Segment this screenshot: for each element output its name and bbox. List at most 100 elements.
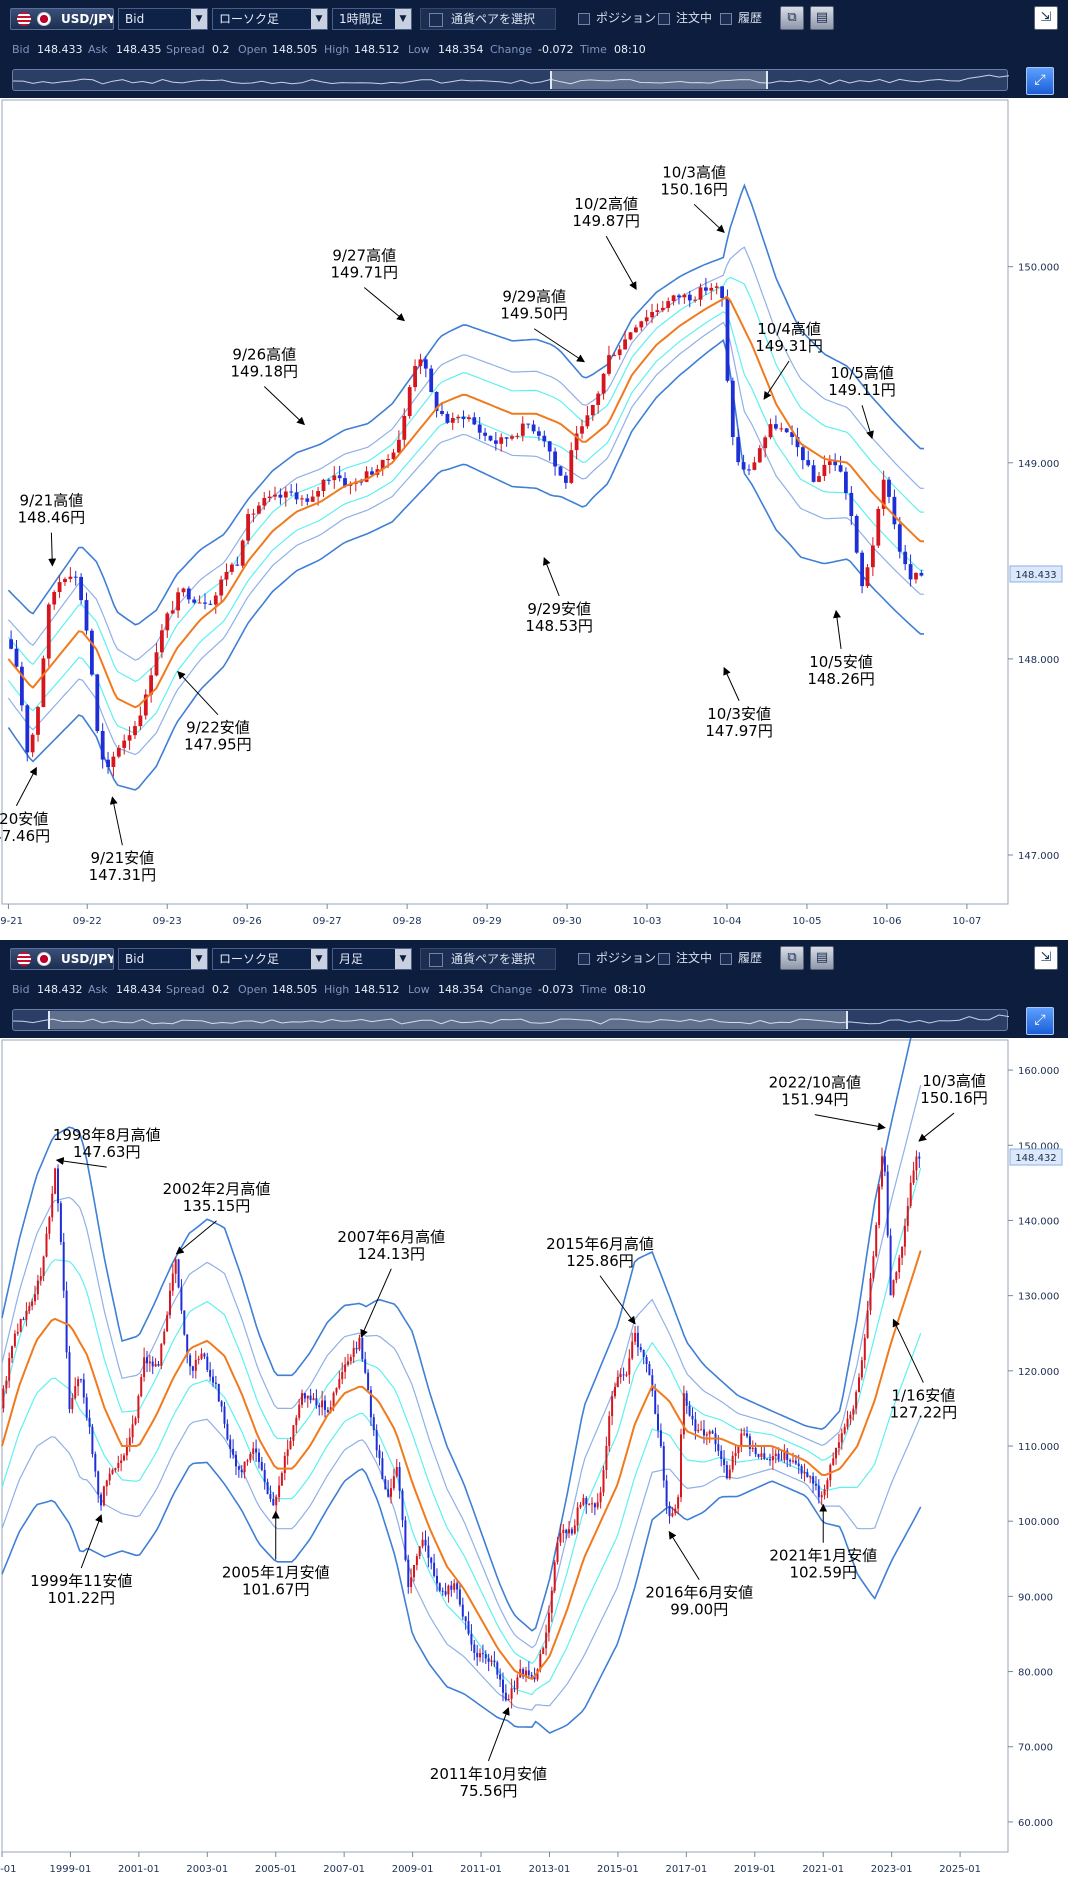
candle-body: [194, 1359, 197, 1371]
navigator-window[interactable]: [549, 71, 769, 89]
candle-body: [28, 1306, 31, 1311]
candle-body: [779, 428, 784, 430]
annotation-label: 10/5高値: [830, 364, 894, 382]
annotation-arrow: [487, 1707, 510, 1762]
history-checkbox[interactable]: [720, 13, 732, 25]
navigator-window[interactable]: [47, 1011, 848, 1029]
fullscreen-icon[interactable]: ⤢: [1026, 1007, 1054, 1035]
position-checkbox[interactable]: [578, 953, 590, 965]
candle-body: [273, 494, 277, 497]
annotation-label: 2022/10高値: [769, 1074, 861, 1092]
candle-body: [272, 1498, 275, 1506]
y-tick-label: 90.000: [1018, 1592, 1053, 1603]
candle-body: [447, 1585, 450, 1595]
chart-type-select[interactable]: ローソク足 ▼: [212, 948, 328, 970]
candle-body: [306, 1395, 309, 1399]
candle-body: [886, 1171, 889, 1236]
pair-select-button[interactable]: 通貨ペアを選択: [420, 8, 556, 30]
timeframe-select[interactable]: 月足 ▼: [332, 948, 412, 970]
candle-body: [275, 1497, 278, 1506]
candle-body: [730, 380, 735, 437]
candle-body: [803, 1472, 806, 1474]
chart-type-value: ローソク足: [219, 12, 280, 26]
currency-pair-button[interactable]: USD/JPY: [10, 8, 114, 30]
candle-body: [235, 564, 240, 566]
timeframe-select[interactable]: 1時間足 ▼: [332, 8, 412, 30]
candle-body: [553, 451, 557, 467]
high-value: 148.512: [354, 43, 400, 56]
open-label: Open: [238, 43, 268, 56]
candle-body: [786, 1450, 789, 1461]
y-tick-label: 100.000: [1018, 1517, 1059, 1528]
candle-body: [881, 479, 886, 509]
time-value: 08:10: [614, 43, 646, 56]
candle-body: [220, 1401, 223, 1407]
navigator-slider[interactable]: [12, 1009, 1009, 1031]
candle-body: [895, 1272, 898, 1281]
annotation-arrow: [177, 670, 219, 716]
annotation-arrow: [763, 360, 790, 400]
candle-body: [483, 432, 487, 436]
history-label: 履歴: [738, 11, 763, 25]
candle-body: [685, 1393, 688, 1406]
candle-body: [809, 1476, 812, 1478]
price-type-value: Bid: [125, 12, 145, 26]
candle-body: [812, 1476, 815, 1484]
currency-pair-button[interactable]: USD/JPY: [10, 948, 114, 970]
current-price-label: 148.433: [1015, 570, 1056, 581]
candle-body: [369, 1390, 372, 1418]
annotation-label: 135.15円: [183, 1197, 251, 1215]
candle-body: [364, 471, 369, 482]
price-chart[interactable]: 160.000 150.000 140.000 130.000 120.000 110.0…: [0, 993, 1068, 1888]
candle-body: [217, 1383, 220, 1402]
candle-body: [267, 496, 272, 498]
upper-band-line: [7, 183, 924, 626]
pair-select-button[interactable]: 通貨ペアを選択: [420, 948, 556, 970]
candle-body: [8, 1358, 11, 1381]
x-tick-label: 2001-01: [118, 1864, 160, 1875]
candle-body: [565, 1529, 568, 1534]
candle-body: [725, 1465, 728, 1479]
collapse-icon[interactable]: ⇲: [1034, 6, 1058, 30]
layout-icon[interactable]: ▤: [810, 6, 834, 30]
window-icon[interactable]: ⧉: [780, 6, 804, 30]
price-chart[interactable]: 150.000 149.000 148.000 147.000 09-21 09-22 09…: [0, 98, 1068, 940]
candle-body: [450, 418, 455, 423]
candle-body: [734, 1453, 737, 1456]
low-label: Low: [408, 983, 430, 996]
lower-band-line: [7, 338, 924, 791]
candle-body: [585, 1498, 588, 1505]
candle-body: [545, 1632, 548, 1649]
candle-body: [232, 1448, 235, 1455]
candle-body: [602, 1470, 605, 1493]
navigator-minichart: [13, 1014, 1009, 1025]
y-tick-label: 148.000: [1018, 655, 1059, 666]
x-tick-label: 2009-01: [392, 1864, 434, 1875]
candle-body: [708, 1431, 711, 1435]
fullscreen-icon[interactable]: ⤢: [1026, 67, 1054, 95]
y-tick-label: 130.000: [1018, 1292, 1059, 1303]
y-tick-label: 149.000: [1018, 459, 1059, 470]
candle-body: [614, 1387, 616, 1397]
candle-body: [599, 1492, 602, 1503]
price-type-select[interactable]: Bid ▼: [118, 8, 208, 30]
candle-body: [166, 1315, 169, 1332]
annotation-arrow: [668, 1530, 700, 1580]
history-checkbox[interactable]: [720, 953, 732, 965]
candle-body: [527, 1670, 530, 1676]
order-checkbox[interactable]: [658, 13, 670, 25]
annotation-label: 9/26高値: [232, 345, 296, 363]
candle-body: [769, 1459, 771, 1461]
candle-body: [611, 1396, 614, 1417]
collapse-icon[interactable]: ⇲: [1034, 946, 1058, 970]
layout-icon[interactable]: ▤: [810, 946, 834, 970]
candle-body: [289, 491, 294, 493]
chart-type-select[interactable]: ローソク足 ▼: [212, 8, 328, 30]
position-checkbox[interactable]: [578, 13, 590, 25]
order-checkbox[interactable]: [658, 953, 670, 965]
window-icon[interactable]: ⧉: [780, 946, 804, 970]
price-type-select[interactable]: Bid ▼: [118, 948, 208, 970]
candle-body: [280, 1473, 283, 1486]
candle-body: [693, 299, 697, 301]
navigator-slider[interactable]: [12, 69, 1009, 91]
